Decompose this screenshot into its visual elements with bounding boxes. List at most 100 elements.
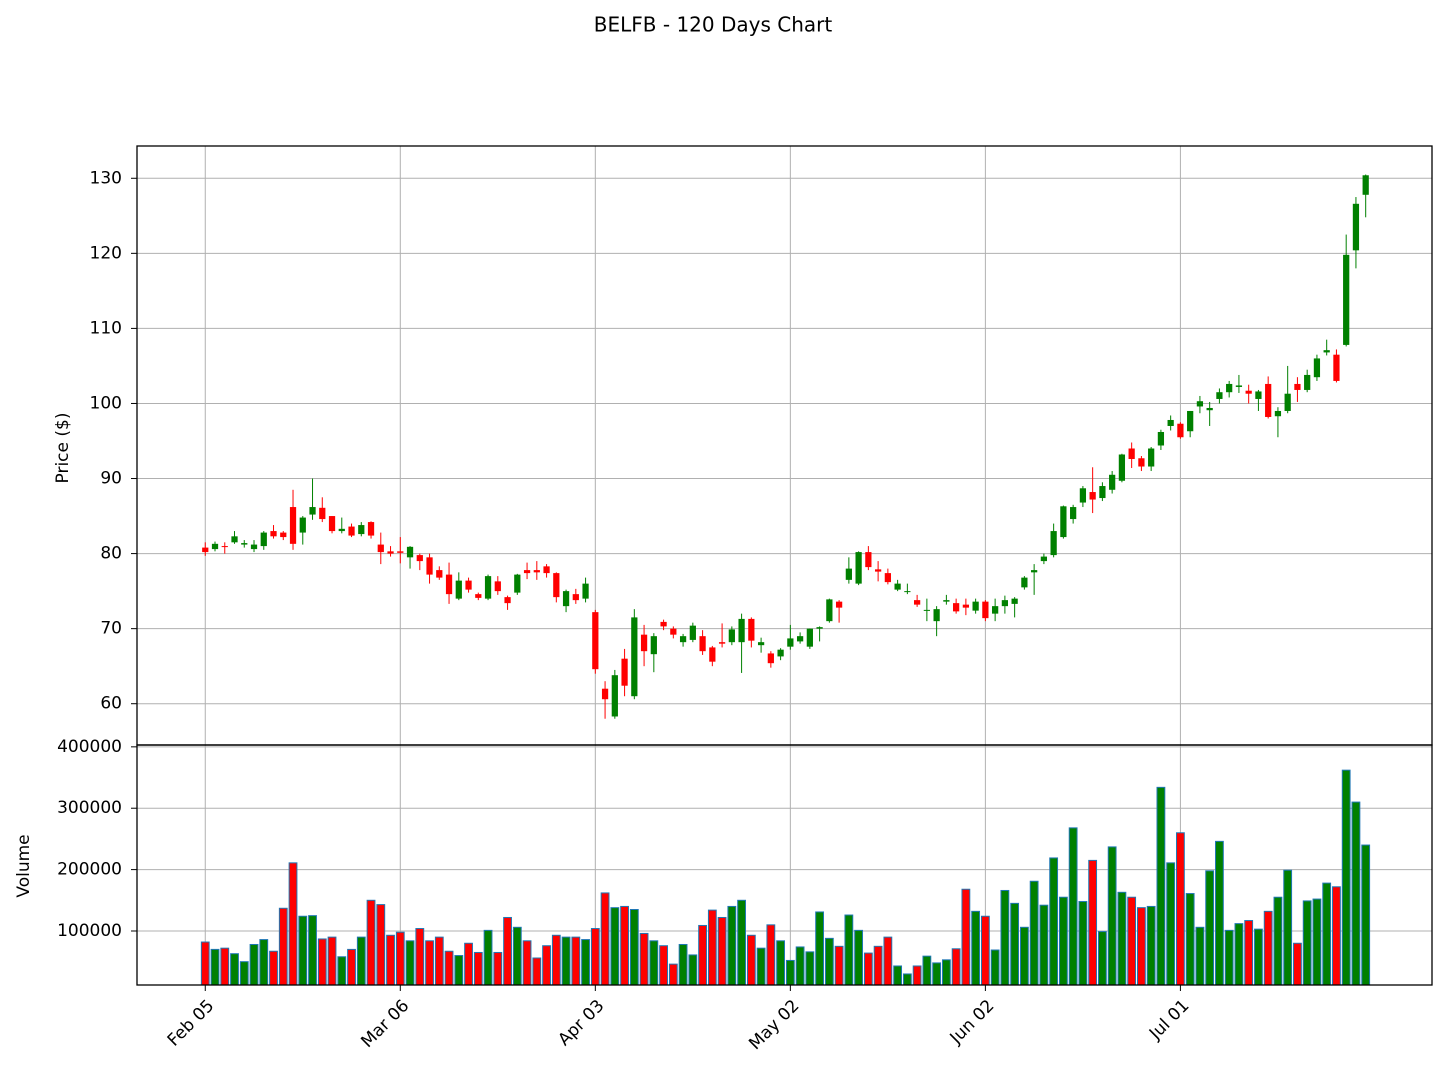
candle-body — [582, 583, 589, 599]
candle-body — [348, 526, 355, 536]
candle-body — [894, 583, 901, 590]
volume-bar — [1351, 801, 1361, 986]
candle-body — [914, 600, 921, 605]
candle-body — [631, 617, 638, 697]
volume-bar — [512, 926, 522, 986]
candle-body — [738, 618, 745, 643]
candle-body — [1099, 486, 1106, 499]
candle-body — [299, 517, 306, 533]
y-tick-label: 80 — [100, 544, 122, 564]
volume-bar — [1156, 786, 1166, 986]
volume-bar — [298, 915, 308, 986]
volume-bar — [356, 936, 366, 986]
volume-axis-label: Volume — [14, 834, 34, 897]
volume-frame — [136, 744, 1433, 986]
candle-body — [280, 532, 287, 538]
candle-body — [796, 636, 804, 642]
volume-bar — [1039, 904, 1049, 986]
volume-bar — [337, 956, 347, 986]
candle-body — [406, 546, 414, 558]
candle-body — [1157, 431, 1165, 446]
candle-body — [962, 604, 969, 608]
candle-body — [1060, 506, 1067, 538]
candle-body — [1118, 454, 1126, 481]
candle-body — [1313, 358, 1321, 378]
volume-bar — [1088, 859, 1098, 986]
candle-body — [767, 653, 774, 664]
volume-bar — [376, 904, 386, 986]
candle-body — [426, 557, 433, 575]
volume-bar — [1107, 846, 1117, 986]
volume-bar — [932, 962, 942, 986]
y-tick-label: 110 — [90, 318, 122, 338]
candle-body — [270, 531, 277, 537]
candle-body — [826, 599, 833, 622]
volume-bar — [200, 941, 210, 986]
volume-bar — [1361, 844, 1371, 986]
candle-body — [211, 543, 219, 550]
volume-bar — [1215, 840, 1224, 986]
volume-bar — [1254, 928, 1263, 986]
volume-bar — [473, 951, 483, 986]
volume-bar — [522, 940, 532, 986]
candle-body — [953, 603, 960, 612]
volume-bar — [444, 950, 454, 986]
volume-bar — [425, 940, 434, 986]
volume-bar — [1166, 862, 1176, 986]
candle-body — [1128, 448, 1135, 460]
volume-bar — [327, 936, 337, 986]
volume-bar — [1000, 889, 1010, 986]
volume-bar — [600, 892, 610, 986]
candle-body — [514, 574, 521, 593]
candle-body — [1177, 423, 1184, 438]
candle-body — [1040, 556, 1048, 562]
volume-bar — [239, 961, 249, 986]
volume-bar — [659, 945, 668, 986]
volume-bar — [464, 942, 473, 986]
candle-body — [874, 569, 882, 572]
candle-body — [1235, 385, 1243, 387]
volume-bar — [1205, 870, 1215, 986]
volume-bar — [454, 955, 464, 986]
candle-body — [328, 516, 336, 532]
candle-body — [777, 649, 784, 657]
candle-body — [1206, 407, 1213, 411]
y-tick-label: 130 — [90, 168, 122, 188]
volume-bar — [1127, 896, 1137, 986]
volume-bar — [766, 924, 776, 986]
volume-bar — [737, 899, 746, 986]
candle-body — [1216, 392, 1223, 399]
candle-body — [1001, 600, 1009, 607]
candle-body — [1352, 203, 1360, 251]
volume-bar — [1029, 880, 1039, 986]
volume-bar — [1137, 907, 1146, 986]
volume-bar — [971, 910, 981, 986]
volume-bar — [844, 914, 854, 986]
volume-bar — [1302, 900, 1312, 986]
volume-bar — [483, 929, 493, 986]
candle-body — [816, 627, 823, 629]
candle-body — [787, 638, 794, 647]
volume-bar — [288, 862, 298, 986]
volume-bar — [1263, 910, 1273, 986]
volume-tick-label: 400000 — [57, 737, 122, 757]
candle-body — [1245, 390, 1252, 394]
candle-body — [202, 547, 209, 553]
volume-bar — [249, 943, 259, 986]
volume-bar — [678, 943, 688, 986]
volume-bar — [668, 963, 678, 986]
volume-bar — [785, 959, 795, 986]
volume-bar — [873, 945, 883, 986]
volume-bar — [532, 957, 542, 986]
candle-body — [611, 675, 618, 717]
candle-body — [1011, 598, 1018, 604]
candle-body — [484, 576, 492, 599]
volume-bar — [922, 955, 932, 986]
candle-body — [757, 642, 765, 646]
candle-body — [601, 688, 609, 700]
candle-body — [1255, 391, 1262, 399]
candle-body — [1274, 410, 1282, 417]
candle-body — [1362, 175, 1369, 195]
volume-bar — [230, 953, 239, 986]
